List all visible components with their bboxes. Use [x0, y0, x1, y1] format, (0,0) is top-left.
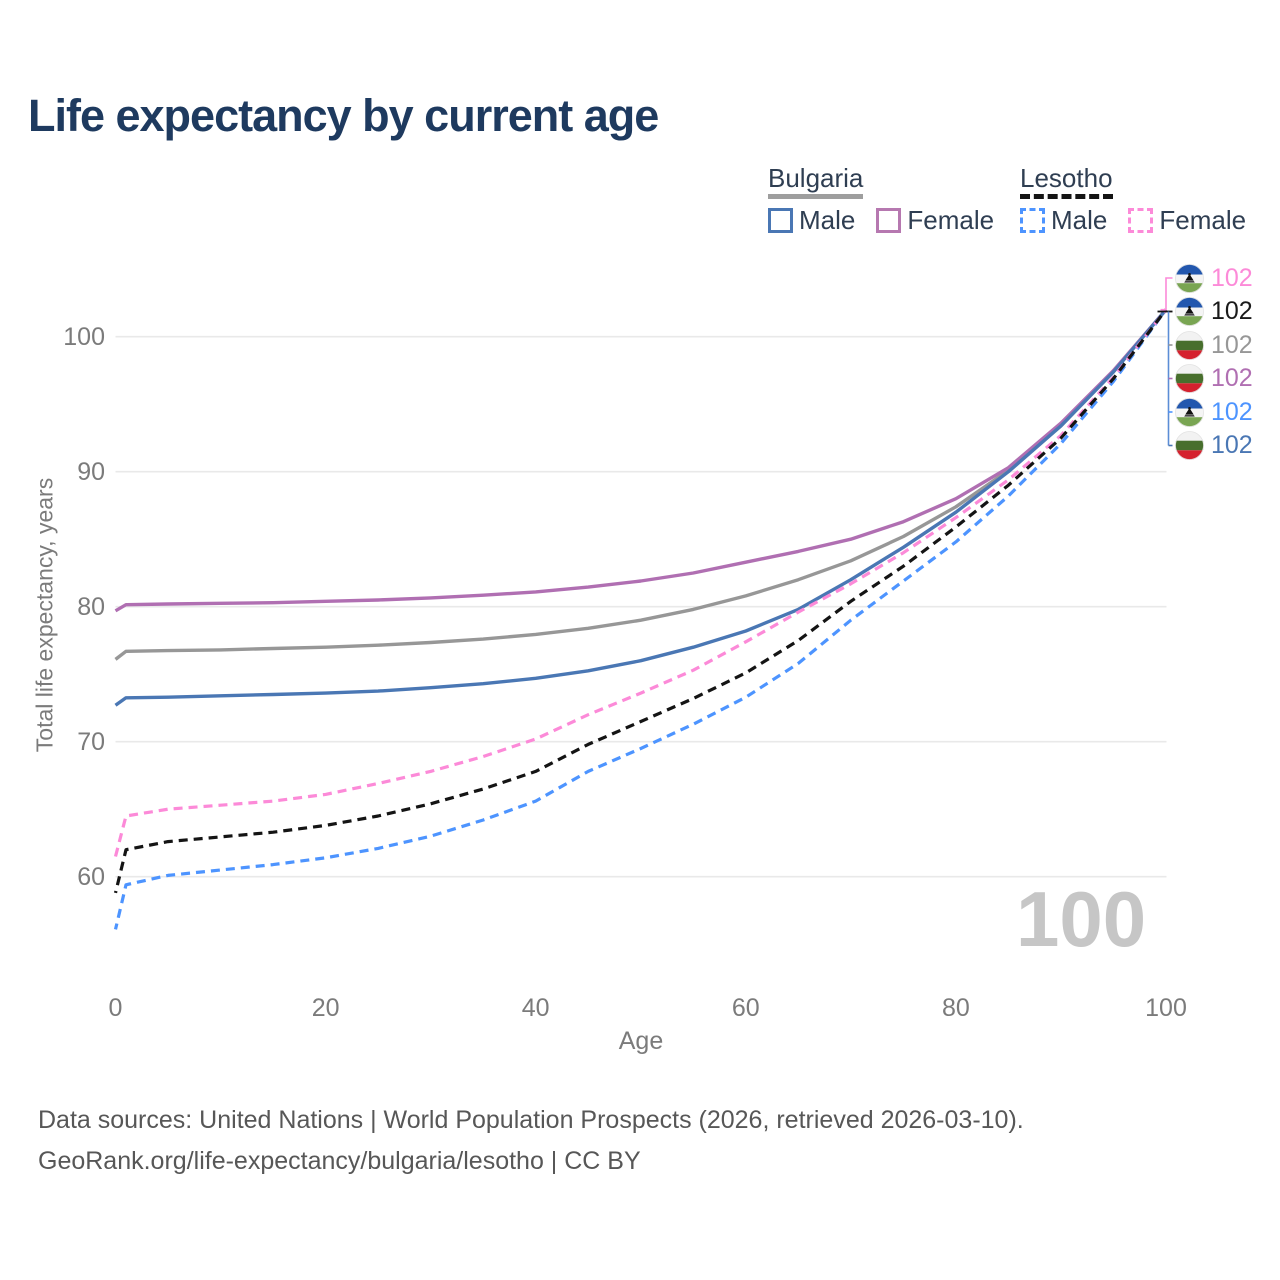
y-tick-80: 80 — [77, 592, 105, 621]
legend-items-bulgaria: Male Female — [768, 205, 1015, 235]
legend-items-lesotho: Male Female — [1020, 205, 1267, 235]
legend-swatch-lesotho-male — [1020, 208, 1045, 233]
legend-swatch-bulgaria-female — [876, 208, 902, 233]
end-value-bulgaria-male: 102 — [1211, 431, 1253, 459]
x-tick-0: 0 — [108, 994, 123, 1022]
end-value-lesotho-total: 102 — [1211, 297, 1253, 325]
legend-label-bulgaria-female: Female — [907, 205, 995, 235]
x-tick-80: 80 — [941, 994, 970, 1022]
legend-swatch-lesotho-female — [1128, 208, 1154, 233]
end-label-lesotho-male: 102 — [1175, 397, 1253, 427]
end-value-lesotho-male: 102 — [1211, 397, 1253, 426]
lesotho-flag-icon — [1175, 297, 1204, 326]
x-axis-title: Age — [618, 1027, 664, 1055]
footer-source-line: Data sources: United Nations | World Pop… — [38, 1106, 1024, 1134]
end-value-bulgaria-female: 102 — [1211, 364, 1253, 392]
lesotho-flag-icon — [1175, 397, 1204, 427]
end-value-lesotho-female: 102 — [1211, 263, 1253, 292]
legend-item-bulgaria-male[interactable]: Male — [768, 205, 856, 235]
page-title: Life expectancy by current age — [28, 90, 659, 141]
legend-label-lesotho-female: Female — [1159, 205, 1247, 235]
y-axis-title: Total life expectancy, years — [31, 477, 58, 753]
bulgaria-flag-icon — [1175, 330, 1204, 360]
x-tick-100: 100 — [1145, 994, 1187, 1022]
chart-line-bulgaria-female — [114, 308, 1168, 613]
legend-item-lesotho-female[interactable]: Female — [1128, 205, 1247, 235]
legend-group-bulgaria: Bulgaria Male Female — [768, 163, 1015, 233]
end-label-lesotho-total: 102 — [1175, 297, 1253, 327]
end-value-bulgaria-total: 102 — [1211, 330, 1253, 359]
y-tick-100: 100 — [63, 322, 105, 351]
age-watermark: 100 — [1016, 875, 1147, 963]
bulgaria-flag-icon — [1175, 431, 1204, 460]
x-tick-20: 20 — [311, 994, 340, 1022]
chart-line-bulgaria-total — [114, 308, 1168, 661]
legend-label-bulgaria-male: Male — [799, 205, 856, 235]
legend-country-lesotho[interactable]: Lesotho — [1020, 163, 1113, 199]
legend-item-lesotho-male[interactable]: Male — [1020, 205, 1108, 235]
chart-line-lesotho-total — [113, 308, 1168, 894]
legend-group-lesotho: Lesotho Male Female — [1020, 163, 1267, 233]
legend-item-bulgaria-female[interactable]: Female — [876, 205, 995, 235]
footer-attribution-line: GeoRank.org/life-expectancy/bulgaria/les… — [38, 1147, 641, 1175]
end-label-bulgaria-total: 102 — [1175, 330, 1253, 360]
end-label-lesotho-female: 102 — [1175, 263, 1253, 293]
end-label-bulgaria-male: 102 — [1175, 431, 1253, 461]
x-tick-60: 60 — [731, 994, 760, 1022]
end-label-bulgaria-female: 102 — [1175, 364, 1253, 394]
x-tick-40: 40 — [521, 994, 550, 1022]
leader-lesotho-female — [1160, 277, 1173, 311]
legend-label-lesotho-male: Male — [1051, 205, 1108, 235]
y-tick-70: 70 — [77, 727, 105, 756]
legend-country-bulgaria[interactable]: Bulgaria — [768, 163, 864, 199]
bulgaria-flag-icon — [1175, 364, 1204, 393]
chart-line-bulgaria-male — [114, 308, 1168, 707]
y-tick-60: 60 — [77, 862, 105, 891]
chart-line-lesotho-female — [113, 308, 1168, 857]
lesotho-flag-icon — [1175, 263, 1204, 293]
legend-swatch-bulgaria-male — [768, 208, 793, 233]
y-tick-90: 90 — [77, 457, 105, 486]
chart-line-lesotho-male — [113, 308, 1168, 930]
